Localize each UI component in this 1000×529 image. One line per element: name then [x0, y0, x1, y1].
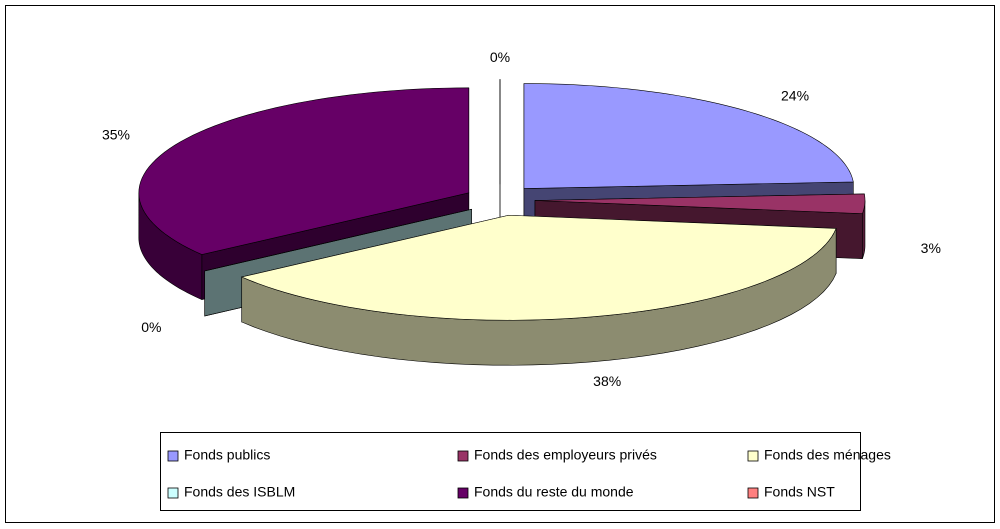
legend-swatch	[167, 450, 179, 462]
data-label: 24%	[781, 87, 809, 103]
slice	[523, 83, 854, 189]
legend-swatch	[167, 487, 179, 499]
legend-label: Fonds publics	[184, 447, 270, 463]
legend-label: Fonds des employeurs privés	[474, 447, 657, 463]
slice	[204, 208, 472, 272]
data-label: 3%	[921, 240, 941, 256]
legend-label: Fonds des ISBLM	[184, 484, 295, 500]
legend-label: Fonds des ménages	[764, 447, 891, 463]
data-label: 0%	[490, 49, 510, 65]
slice	[138, 87, 470, 255]
slice	[240, 214, 837, 321]
legend-swatch	[747, 450, 759, 462]
data-label: 35%	[102, 126, 130, 142]
slice	[534, 193, 866, 214]
legend-swatch	[457, 450, 469, 462]
data-label: 38%	[593, 373, 621, 389]
data-label: 0%	[141, 319, 161, 335]
legend-swatch	[747, 487, 759, 499]
legend-box	[160, 432, 861, 511]
legend-label: Fonds NST	[764, 484, 835, 500]
legend-label: Fonds du reste du monde	[474, 484, 634, 500]
legend-swatch	[457, 487, 469, 499]
